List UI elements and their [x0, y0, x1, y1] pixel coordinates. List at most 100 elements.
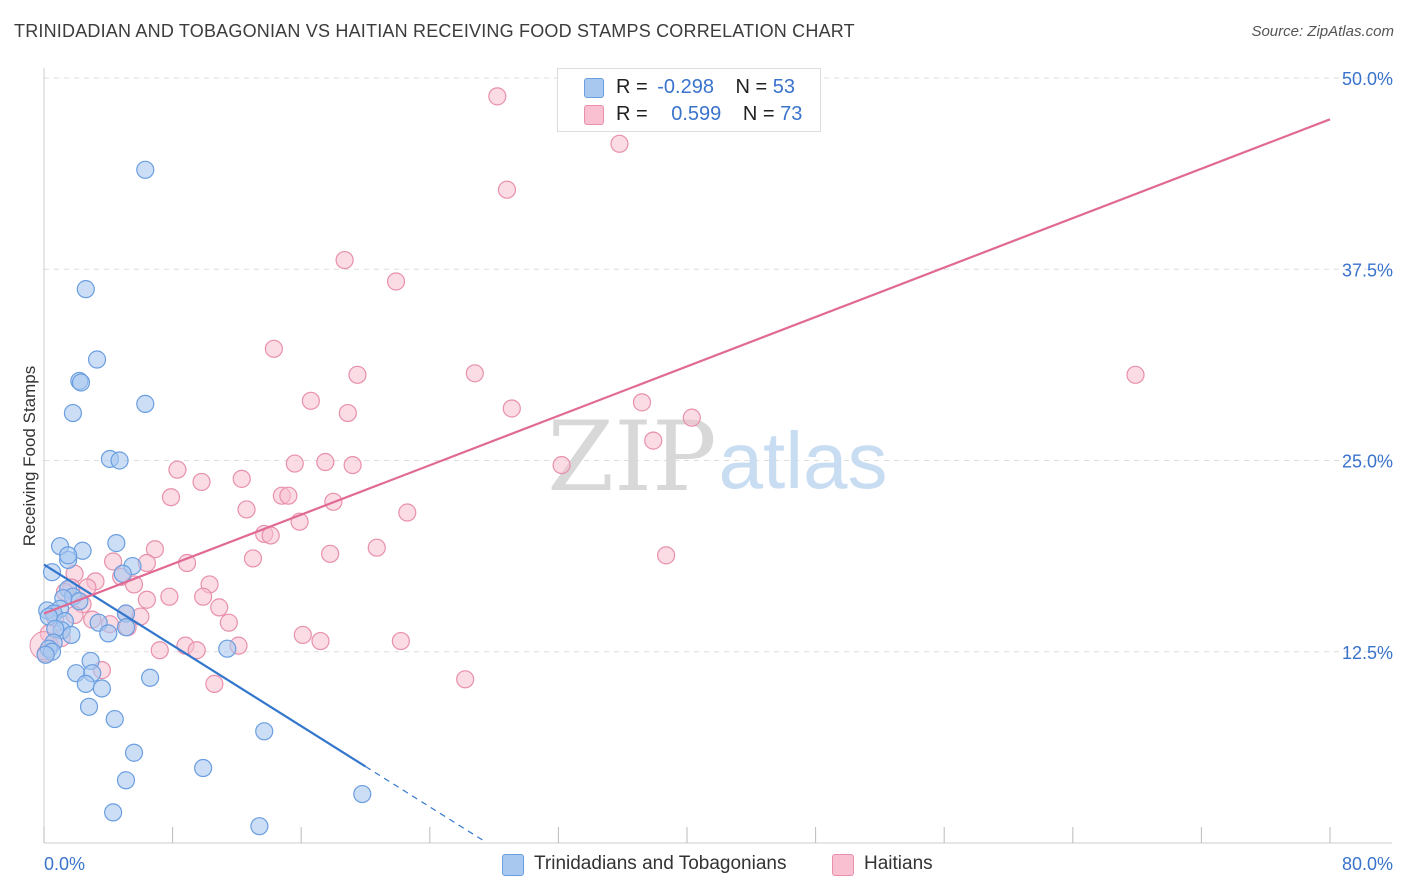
trinidadian-point — [136, 394, 155, 413]
series2-swatch — [584, 105, 604, 125]
trend-lines — [43, 118, 1331, 843]
haitian-point — [219, 613, 238, 632]
haitian-point — [145, 540, 165, 559]
stats-row-series1: R = -0.298 N = 53 — [558, 73, 820, 101]
trinidadian-point — [87, 350, 107, 369]
haitian-point — [1126, 365, 1145, 384]
x-tick-label-max: 80.0% — [1342, 854, 1393, 874]
trinidadian-point — [113, 564, 132, 583]
series1-swatch — [584, 78, 604, 98]
haitian-point — [338, 403, 357, 423]
haitian-point — [488, 87, 507, 106]
series2-r-value: 0.599 — [671, 103, 722, 125]
y-axis-label: Receiving Food Stamps — [20, 365, 39, 547]
trinidadian-point — [353, 784, 372, 804]
haitian-point — [367, 538, 386, 557]
trinidadian-point — [92, 679, 111, 698]
series1-r-value: -0.298 — [657, 76, 714, 98]
haitian-point — [386, 272, 406, 291]
y-tick-labels: 12.5% 25.0% 37.5% 50.0% — [1342, 69, 1393, 663]
stats-box: R = -0.298 N = 53 R = 0.599 N = 73 — [557, 68, 821, 132]
haitian-point — [210, 598, 229, 617]
trinidadian-point — [63, 403, 83, 423]
haitian-point — [682, 408, 701, 427]
haitian-point — [321, 544, 340, 563]
haitian-point — [293, 625, 312, 645]
trinidadian-point — [116, 618, 136, 637]
trinidadian-point — [105, 709, 124, 729]
haitian-point — [610, 134, 629, 153]
haitian-point — [335, 250, 354, 270]
trinidadian-point — [110, 451, 129, 470]
haitian-point — [502, 399, 521, 418]
haitian-point — [194, 587, 213, 606]
haitian-point — [279, 486, 298, 505]
haitian-point — [168, 460, 187, 479]
watermark: ZIP atlas — [547, 401, 887, 513]
trinidadian-trend-extension — [365, 765, 487, 843]
trinidadian-points — [36, 160, 372, 836]
haitian-point — [391, 631, 410, 651]
haitian-point — [137, 590, 156, 609]
trinidadian-point — [124, 743, 144, 762]
legend-swatch-series2 — [832, 854, 854, 876]
haitian-point — [264, 339, 283, 358]
series1-n-value: 53 — [772, 76, 796, 98]
series1-r-label: R = — [616, 76, 648, 98]
haitian-point — [192, 472, 211, 492]
haitian-point — [311, 631, 330, 651]
legend-label-series1: Trinidadians and Tobagonians — [534, 853, 787, 874]
watermark-atlas: atlas — [719, 416, 888, 505]
haitian-point — [104, 552, 123, 571]
haitian-point — [243, 549, 263, 568]
grid-lines — [44, 77, 1392, 653]
haitian-point — [150, 641, 169, 660]
haitian-point — [187, 641, 206, 660]
trinidadian-point — [255, 722, 274, 741]
trinidadian-point — [99, 624, 118, 643]
haitian-point — [160, 587, 179, 606]
trinidadian-point — [218, 639, 237, 658]
haitian-points — [29, 87, 1145, 693]
haitian-point — [348, 365, 367, 384]
trinidadian-point — [194, 758, 213, 778]
haitian-point — [205, 674, 224, 693]
stats-row-series2: R = 0.599 N = 73 — [558, 100, 820, 128]
source-label: Source: ZipAtlas.com — [1251, 23, 1394, 40]
y-tick-label-0: 12.5% — [1342, 643, 1393, 663]
haitian-point — [465, 364, 484, 383]
trinidadian-point — [62, 625, 81, 645]
trinidadian-point — [104, 803, 123, 822]
trinidadian-point — [136, 160, 155, 179]
x-tick-labels: 0.0% 80.0% — [44, 854, 1393, 874]
axes — [43, 68, 1392, 844]
y-tick-label-3: 50.0% — [1342, 69, 1393, 89]
haitian-point — [232, 469, 251, 488]
trinidadian-point — [71, 373, 91, 392]
trinidadian-trend-line — [43, 563, 367, 768]
trinidadian-point — [76, 674, 95, 693]
haitian-point — [497, 180, 517, 199]
haitian-point — [177, 553, 197, 573]
haitian-point — [237, 500, 256, 519]
series2-n-label: N = — [742, 103, 775, 125]
series2-n-value: 73 — [780, 103, 803, 125]
y-tick-label-2: 37.5% — [1342, 260, 1393, 280]
trinidadian-point — [79, 697, 99, 716]
chart-title: TRINIDADIAN AND TOBAGONIAN VS HAITIAN RE… — [14, 21, 855, 41]
haitian-point — [552, 455, 571, 475]
series2-r-label: R = — [616, 103, 648, 125]
haitian-point — [301, 391, 320, 410]
haitian-point — [316, 452, 335, 472]
legend-swatch-series1 — [502, 854, 524, 876]
x-tick-label-min: 0.0% — [44, 854, 85, 874]
trinidadian-point — [116, 771, 136, 790]
haitian-trend-line — [43, 118, 1331, 615]
trinidadian-point — [36, 645, 55, 664]
haitian-point — [632, 393, 652, 412]
haitian-point — [343, 455, 362, 475]
haitian-point — [657, 546, 676, 565]
trinidadian-point — [76, 280, 95, 299]
legend-label-series2: Haitians — [864, 853, 933, 874]
